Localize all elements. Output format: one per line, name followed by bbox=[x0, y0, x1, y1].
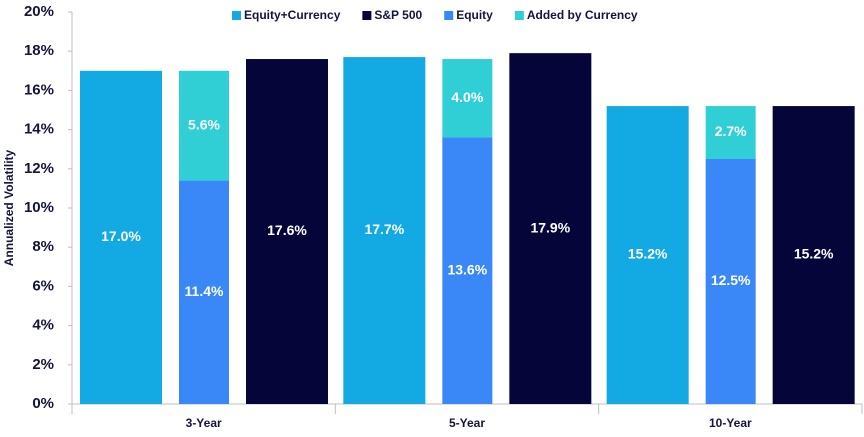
y-tick-label: 6% bbox=[32, 277, 54, 294]
value-label: 2.7% bbox=[715, 123, 747, 139]
bar bbox=[80, 70, 162, 405]
y-axis-label: Annualized Volatility bbox=[2, 149, 16, 266]
y-tick-label: 12% bbox=[24, 160, 54, 177]
legend-swatch bbox=[444, 11, 454, 20]
legend-swatch bbox=[514, 11, 524, 20]
bar bbox=[442, 59, 493, 138]
y-tick-label: 4% bbox=[32, 317, 54, 334]
y-tick-label: 0% bbox=[32, 395, 54, 412]
bar bbox=[606, 106, 689, 404]
value-label: 15.2% bbox=[628, 246, 668, 262]
y-tick-label: 14% bbox=[24, 121, 54, 138]
legend-label: Equity+Currency bbox=[244, 8, 341, 22]
value-label: 13.6% bbox=[447, 261, 487, 277]
y-tick-label: 10% bbox=[24, 199, 54, 216]
value-label: 17.9% bbox=[530, 219, 570, 235]
value-label: 15.2% bbox=[794, 246, 834, 262]
bar bbox=[179, 180, 229, 404]
bar bbox=[246, 59, 328, 404]
x-tick-label: 10-Year bbox=[709, 416, 752, 430]
y-tick-label: 18% bbox=[24, 42, 54, 59]
y-tick-label: 20% bbox=[24, 3, 54, 20]
x-tick-label: 3-Year bbox=[186, 416, 222, 430]
bar bbox=[179, 70, 229, 181]
legend-label: Added by Currency bbox=[527, 8, 638, 22]
value-label: 11.4% bbox=[185, 283, 224, 299]
legend-swatch bbox=[232, 11, 241, 20]
value-label: 17.7% bbox=[364, 221, 404, 237]
legend-label: Equity bbox=[456, 8, 493, 22]
legend-swatch bbox=[362, 11, 372, 20]
bar bbox=[705, 159, 756, 404]
legend-label: S&P 500 bbox=[374, 8, 422, 22]
value-label: 12.5% bbox=[711, 272, 751, 288]
value-label: 5.6% bbox=[188, 116, 220, 132]
bar bbox=[705, 106, 756, 159]
y-tick-label: 16% bbox=[24, 81, 54, 98]
bar bbox=[509, 53, 592, 404]
value-label: 17.0% bbox=[101, 228, 141, 244]
x-tick-label: 5-Year bbox=[449, 416, 485, 430]
value-label: 4.0% bbox=[451, 89, 483, 105]
y-tick-label: 2% bbox=[32, 356, 54, 373]
bar bbox=[343, 57, 426, 405]
bar bbox=[442, 137, 493, 404]
value-label: 17.6% bbox=[267, 222, 307, 238]
y-tick-label: 8% bbox=[32, 238, 54, 255]
bar bbox=[772, 106, 855, 404]
